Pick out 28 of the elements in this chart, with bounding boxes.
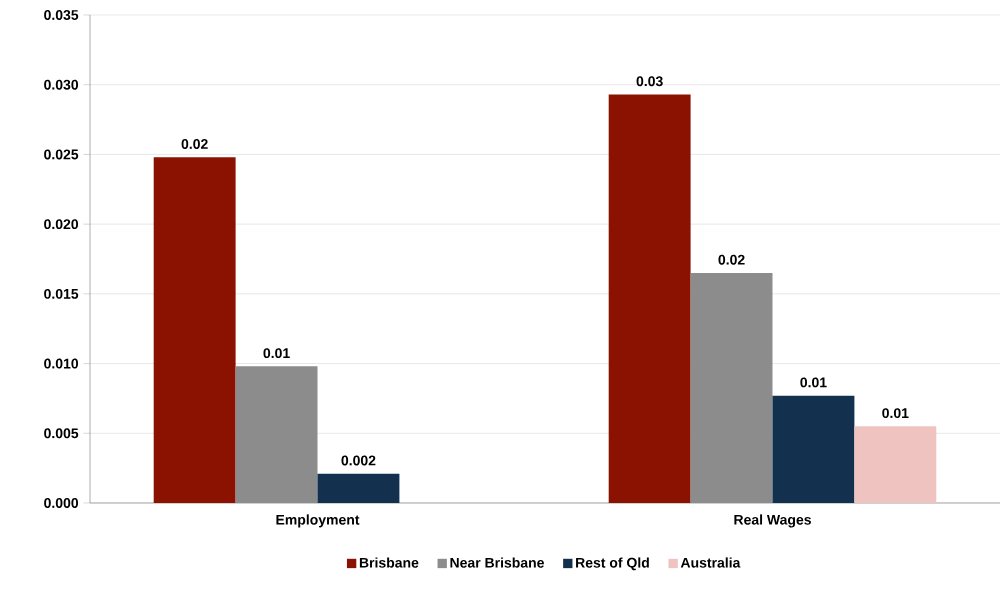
data-label: 0.02	[181, 139, 208, 149]
y-tick-label: 0.010	[44, 358, 79, 369]
data-label: 0.02	[718, 254, 745, 265]
y-tick-label: 0.030	[44, 79, 79, 90]
y-tick-label: 0.015	[44, 288, 79, 299]
x-tick-label: Employment	[276, 514, 360, 528]
bar	[317, 473, 400, 503]
data-label: 0.01	[882, 408, 909, 419]
legend-label: Brisbane	[359, 557, 419, 568]
legend-label: Rest of Qld	[576, 557, 649, 571]
y-tick-label: 0.000	[44, 498, 79, 508]
bar	[854, 426, 937, 503]
bar	[608, 94, 691, 503]
bar	[153, 157, 236, 503]
data-label: 0.01	[800, 377, 827, 388]
y-tick-label: 0.005	[44, 428, 79, 439]
bar	[235, 366, 318, 503]
bar	[690, 272, 773, 503]
data-label: 0.03	[636, 76, 663, 87]
x-tick-label: Real Wages	[734, 514, 811, 528]
y-tick-label: 0.035	[44, 10, 79, 20]
data-label: 0.002	[341, 455, 376, 466]
data-label: 0.01	[263, 348, 290, 359]
legend-label: Australia	[680, 557, 741, 568]
bar	[772, 395, 855, 503]
legend-label: Near Brisbane	[450, 557, 544, 568]
y-tick-label: 0.020	[44, 219, 79, 230]
y-tick-label: 0.025	[44, 149, 79, 160]
